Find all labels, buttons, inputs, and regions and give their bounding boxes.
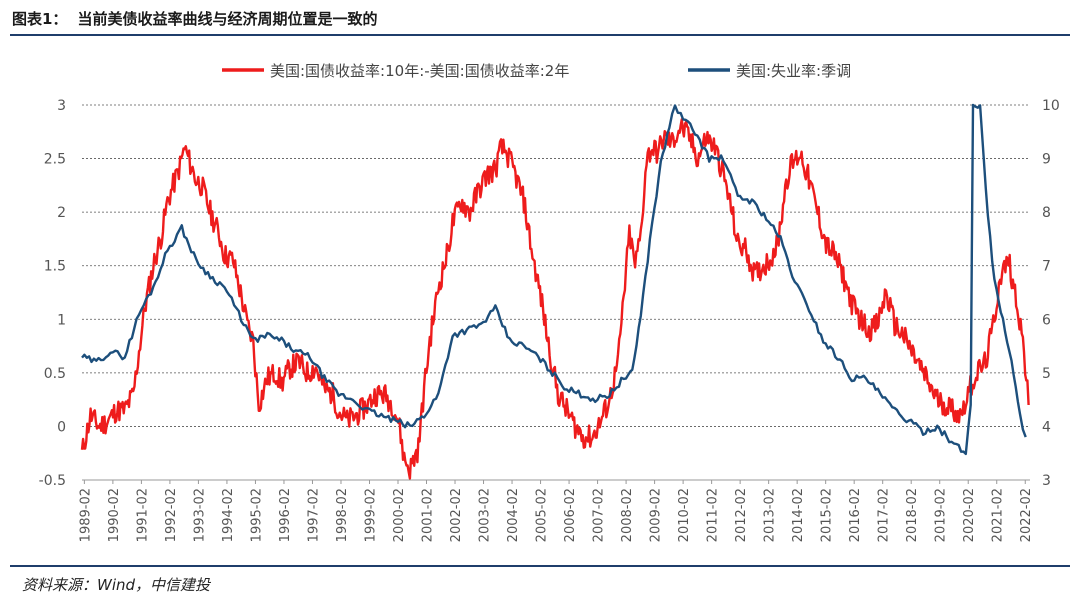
x-tick-label: 2015-02 <box>820 488 835 542</box>
x-tick-label: 2014-02 <box>791 488 806 542</box>
x-tick-label: 2003-02 <box>478 488 493 542</box>
x-tick-label: 2012-02 <box>734 488 749 542</box>
y-left-tick-label: 0.5 <box>44 366 66 382</box>
x-tick-label: 2001-02 <box>421 488 436 542</box>
x-tick-label: 2013-02 <box>763 488 778 542</box>
x-tick-label: 2019-02 <box>934 488 949 542</box>
y-left-tick-label: 2.5 <box>44 152 66 168</box>
y-right-tick-label: 4 <box>1042 419 1051 435</box>
source-note: 资料来源：Wind，中信建投 <box>22 576 211 594</box>
y-right-tick-label: 6 <box>1042 312 1051 328</box>
x-tick-label: 2010-02 <box>677 488 692 542</box>
y-right-tick-label: 8 <box>1042 205 1051 221</box>
figure-label: 图表1： <box>12 9 68 28</box>
x-tick-label: 2007-02 <box>592 488 607 542</box>
x-tick-label: 2006-02 <box>563 488 578 542</box>
x-tick-label: 1990-02 <box>107 488 122 542</box>
x-tick-label: 1991-02 <box>135 488 150 542</box>
y-right-tick-label: 7 <box>1042 259 1051 275</box>
y-right-tick-label: 5 <box>1042 366 1051 382</box>
series-line-unemployment <box>81 103 1027 456</box>
grid-lines <box>82 104 1030 481</box>
series-line-10y-2y-spread <box>80 118 1030 480</box>
x-tick-label: 1999-02 <box>363 488 378 542</box>
axis-layer: -0.5 0 0.5 1 1.5 2 2.5 3 3 4 5 6 7 8 9 10 1989-02 1990-02… <box>39 98 1060 542</box>
y-right-tick-label: 3 <box>1042 473 1051 489</box>
x-tick-label: 2005-02 <box>535 488 550 542</box>
x-tick-label: 1997-02 <box>306 488 321 542</box>
legend-label-spread: 美国:国债收益率:10年:-美国:国债收益率:2年 <box>270 62 569 80</box>
series-layer <box>80 103 1030 480</box>
x-tick-label: 2020-02 <box>962 488 977 542</box>
x-tick-label: 2018-02 <box>905 488 920 542</box>
x-tick-label: 2011-02 <box>706 488 721 542</box>
x-tick-label: 1998-02 <box>335 488 350 542</box>
x-tick-label: 1995-02 <box>249 488 264 542</box>
x-tick-label: 1989-02 <box>78 488 93 542</box>
y-left-tick-label: 1.5 <box>44 259 66 275</box>
figure-title-bar: 图表1： 当前美债收益率曲线与经济周期位置是一致的 <box>12 6 377 30</box>
x-tick-label: 2002-02 <box>449 488 464 542</box>
x-tick-label: 2000-02 <box>392 488 407 542</box>
x-tick-label: 2021-02 <box>991 488 1006 542</box>
x-tick-label: 1994-02 <box>221 488 236 542</box>
x-tick-label: 2017-02 <box>877 488 892 542</box>
x-tick-label: 1993-02 <box>192 488 207 542</box>
y-right-tick-label: 10 <box>1042 98 1060 114</box>
title-rule <box>10 34 1070 36</box>
legend: 美国:国债收益率:10年:-美国:国债收益率:2年 美国:失业率:季调 <box>222 62 851 80</box>
y-left-tick-label: -0.5 <box>39 473 66 489</box>
footer-rule <box>10 565 1070 567</box>
y-left-tick-label: 2 <box>57 205 66 221</box>
figure-title: 当前美债收益率曲线与经济周期位置是一致的 <box>77 9 378 28</box>
x-tick-label: 2004-02 <box>506 488 521 542</box>
x-tick-label: 2009-02 <box>649 488 664 542</box>
y-left-tick-label: 1 <box>57 312 66 328</box>
legend-label-unemployment: 美国:失业率:季调 <box>736 62 851 80</box>
y-left-tick-label: 3 <box>57 98 66 114</box>
x-tick-label: 2022-02 <box>1019 488 1034 542</box>
y-right-tick-label: 9 <box>1042 152 1051 168</box>
x-tick-label: 1992-02 <box>164 488 179 542</box>
y-left-tick-label: 0 <box>57 419 66 435</box>
x-tick-label: 1996-02 <box>278 488 293 542</box>
chart: -0.5 0 0.5 1 1.5 2 2.5 3 3 4 5 6 7 8 9 10 1989-02 1990-02… <box>39 62 1060 542</box>
x-tick-label: 2016-02 <box>848 488 863 542</box>
x-tick-label: 2008-02 <box>620 488 635 542</box>
